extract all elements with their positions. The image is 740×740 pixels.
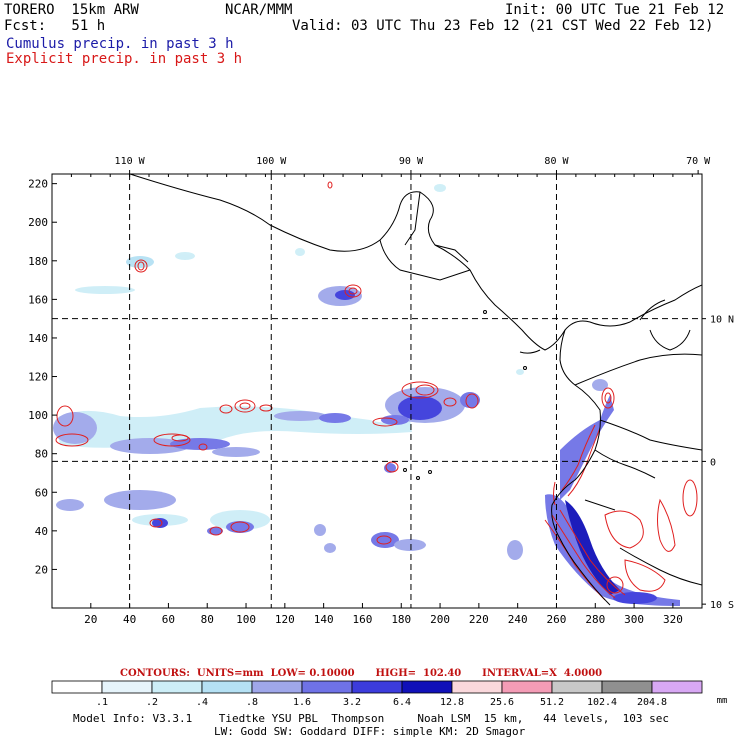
y-tick-label: 220 — [28, 178, 48, 191]
y-tick-label: 180 — [28, 255, 48, 268]
colorbar-label: .2 — [146, 697, 158, 708]
cumulus-legend: Cumulus precip. in past 3 h — [6, 36, 234, 52]
colorbar-bin — [251, 680, 303, 694]
lon-label: 100 W — [256, 156, 287, 167]
y-tick-label: 140 — [28, 332, 48, 345]
x-tick-label: 40 — [123, 613, 136, 626]
colorbar-bin — [101, 680, 153, 694]
init-time: Init: 00 UTC Tue 21 Feb 12 — [505, 2, 725, 18]
colorbar-bin — [451, 680, 503, 694]
model-name: TORERO 15km ARW — [4, 2, 139, 18]
y-tick-label: 20 — [35, 563, 48, 576]
colorbar-label: 51.2 — [540, 697, 564, 708]
y-tick-label: 40 — [35, 525, 48, 538]
plot-frame — [51, 173, 703, 609]
colorbar-bin — [351, 680, 403, 694]
y-tick-label: 100 — [28, 409, 48, 422]
y-tick-label: 80 — [35, 448, 48, 461]
colorbar-bin — [651, 680, 703, 694]
organization: NCAR/MMM — [225, 2, 293, 18]
colorbar-label: 25.6 — [490, 697, 514, 708]
colorbar-bin — [551, 680, 603, 694]
lat-label: 10 N — [710, 315, 734, 326]
model-info: Model Info: V3.3.1 Tiedtke YSU PBL Thomp… — [73, 712, 670, 725]
forecast-hour: Fcst: 51 h — [4, 18, 106, 34]
x-tick-label: 220 — [469, 613, 489, 626]
colorbar-bin — [601, 680, 653, 694]
x-tick-label: 240 — [508, 613, 528, 626]
x-tick-label: 260 — [547, 613, 567, 626]
y-tick-label: 120 — [28, 371, 48, 384]
cumulus-precip-shading — [53, 184, 680, 606]
x-tick-label: 320 — [663, 613, 683, 626]
x-tick-label: 200 — [430, 613, 450, 626]
colorbar-bin — [501, 680, 553, 694]
colorbar-label: 6.4 — [393, 697, 411, 708]
y-tick-label: 160 — [28, 293, 48, 306]
coastlines — [129, 174, 702, 606]
colorbar-bin — [151, 680, 203, 694]
colorbar-label: 12.8 — [440, 697, 464, 708]
colorbar-label: .8 — [246, 697, 258, 708]
physics-info: LW: Godd SW: Goddard DIFF: simple KM: 2D… — [214, 725, 526, 738]
map-plot-area — [52, 174, 702, 608]
lon-label: 80 W — [544, 156, 569, 167]
colorbar-label: 3.2 — [343, 697, 361, 708]
x-tick-label: 300 — [624, 613, 644, 626]
colorbar-bin — [201, 680, 253, 694]
colorbar-label: 1.6 — [293, 697, 311, 708]
colorbar-label: 204.8 — [637, 697, 667, 708]
x-tick-label: 120 — [275, 613, 295, 626]
x-tick-label: 180 — [391, 613, 411, 626]
x-tick-label: 60 — [162, 613, 175, 626]
colorbar-units: mm — [717, 696, 728, 706]
lat-lon-gridlines — [52, 174, 702, 608]
x-tick-label: 80 — [201, 613, 214, 626]
colorbar-bin — [301, 680, 353, 694]
lat-label: 10 S — [710, 600, 734, 611]
contours-note: CONTOURS: UNITS=mm LOW= 0.10000 HIGH= 10… — [120, 668, 603, 679]
x-tick-label: 140 — [314, 613, 334, 626]
x-tick-label: 160 — [353, 613, 373, 626]
lat-label: 0 — [710, 457, 716, 468]
x-tick-label: 280 — [585, 613, 605, 626]
lon-label: 90 W — [399, 156, 424, 167]
lon-label: 70 W — [686, 156, 711, 167]
colorbar-bin — [401, 680, 453, 694]
explicit-legend: Explicit precip. in past 3 h — [6, 51, 243, 67]
colorbar-label: .4 — [196, 697, 208, 708]
y-tick-label: 200 — [28, 216, 48, 229]
colorbar: .1 .2 .4 .8 1.6 3.2 6.4 12.8 25.6 51.2 102.4 204.8 m… — [51, 680, 728, 708]
valid-time: Valid: 03 UTC Thu 23 Feb 12 (21 CST Wed … — [292, 18, 714, 34]
axis-ticks: 20 40 60 80 100 120 140 160 180 200 220 240 260 280 30… — [28, 156, 734, 626]
y-tick-label: 60 — [35, 486, 48, 499]
colorbar-label: .1 — [96, 697, 108, 708]
x-tick-label: 100 — [236, 613, 256, 626]
colorbar-label: 102.4 — [587, 697, 617, 708]
colorbar-bin — [51, 680, 103, 694]
x-tick-label: 20 — [84, 613, 97, 626]
explicit-precip-contours — [55, 181, 698, 601]
lon-label: 110 W — [115, 156, 146, 167]
